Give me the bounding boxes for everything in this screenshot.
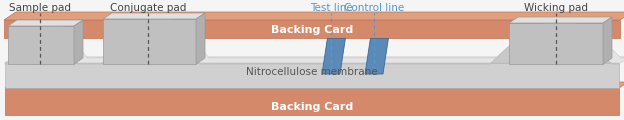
Polygon shape: [509, 23, 603, 64]
Polygon shape: [509, 17, 612, 23]
Text: Backing Card: Backing Card: [271, 102, 353, 112]
Polygon shape: [74, 20, 83, 64]
Polygon shape: [365, 38, 388, 74]
Polygon shape: [5, 88, 619, 115]
Polygon shape: [5, 57, 624, 63]
Text: Sample pad: Sample pad: [9, 3, 71, 13]
Text: Control line: Control line: [344, 3, 404, 13]
Polygon shape: [103, 13, 205, 19]
Text: Nitrocellulose membrane: Nitrocellulose membrane: [246, 67, 378, 77]
Text: Wicking pad: Wicking pad: [524, 3, 588, 13]
Polygon shape: [4, 12, 624, 20]
Polygon shape: [322, 38, 346, 74]
Polygon shape: [5, 22, 619, 64]
Polygon shape: [5, 82, 624, 88]
Polygon shape: [5, 16, 624, 64]
Polygon shape: [196, 13, 205, 64]
Text: Backing Card: Backing Card: [271, 25, 353, 35]
Text: Test line: Test line: [310, 3, 353, 13]
Text: Conjugate pad: Conjugate pad: [110, 3, 186, 13]
Polygon shape: [103, 19, 196, 64]
Polygon shape: [603, 17, 612, 64]
Polygon shape: [5, 63, 619, 88]
Polygon shape: [8, 20, 83, 26]
Polygon shape: [8, 26, 74, 64]
Polygon shape: [4, 20, 620, 38]
